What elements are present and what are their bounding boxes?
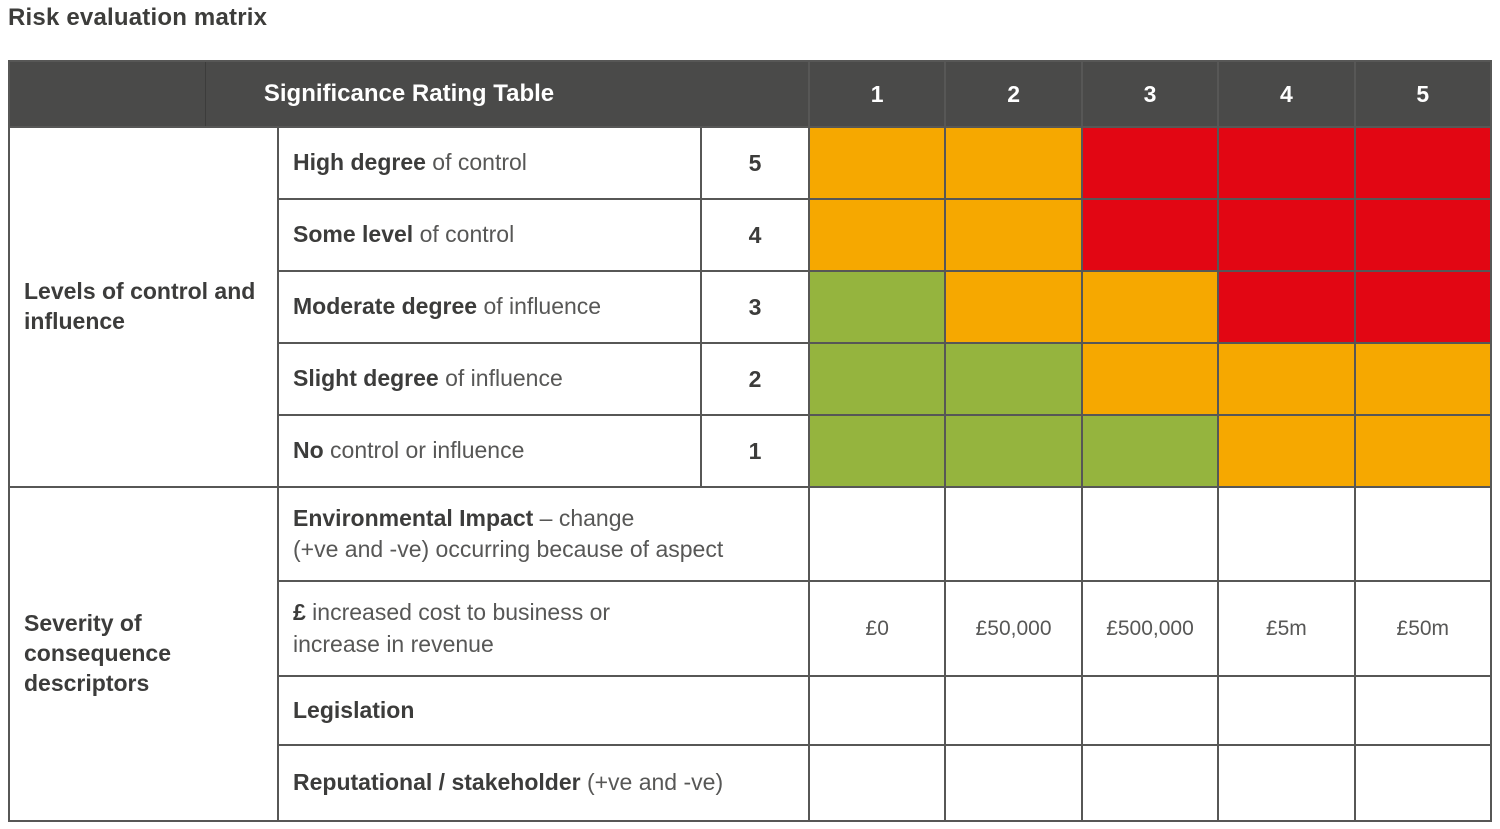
- severity-value-environmental-c3: [1082, 488, 1218, 580]
- control-row-desc-5-text: High degree of control: [293, 149, 527, 176]
- matrix-cell-r3-c5: [1355, 272, 1490, 342]
- severity-value-cost-c1: £0: [810, 582, 945, 675]
- severity-row-desc-environmental-text: Environmental Impact – change (+ve and -v…: [293, 504, 724, 562]
- page-title: Risk evaluation matrix: [8, 4, 268, 31]
- severity-row-desc-cost: £ increased cost to business or increase …: [279, 582, 808, 675]
- matrix-cell-r4-c1: [810, 200, 945, 270]
- control-row-desc-5: High degree of control: [279, 128, 700, 198]
- header-significance-rating-title: Significance Rating Table: [10, 62, 808, 126]
- header-col-2: 2: [946, 62, 1081, 126]
- severity-value-cost-c4: £5m: [1219, 582, 1354, 675]
- matrix-cell-r1-c2: [946, 416, 1081, 486]
- matrix-cell-r2-c4: [1219, 344, 1354, 414]
- matrix-cell-r2-c5: [1355, 344, 1490, 414]
- header-col-5: 5: [1355, 62, 1490, 126]
- header-seam-divider: [205, 62, 206, 126]
- matrix-cell-r1-c5: [1355, 416, 1490, 486]
- matrix-cell-r1-c1: [810, 416, 945, 486]
- control-rating-4: 4: [702, 200, 808, 270]
- severity-row-desc-environmental: Environmental Impact – change (+ve and -v…: [279, 488, 808, 580]
- severity-value-reputational-c5: [1355, 746, 1490, 820]
- control-row-desc-3-text: Moderate degree of influence: [293, 293, 602, 320]
- severity-row-desc-reputational-text: Reputational / stakeholder (+ve and -ve): [293, 769, 724, 796]
- matrix-cell-r5-c4: [1219, 128, 1354, 198]
- severity-value-environmental-c1: [810, 488, 945, 580]
- severity-value-legislation-c4: [1219, 677, 1354, 744]
- matrix-cell-r4-c3: [1082, 200, 1218, 270]
- matrix-cell-r1-c4: [1219, 416, 1354, 486]
- control-rating-1: 1: [702, 416, 808, 486]
- matrix-cell-r5-c3: [1082, 128, 1218, 198]
- severity-value-environmental-c4: [1219, 488, 1354, 580]
- control-row-desc-2-text: Slight degree of influence: [293, 365, 563, 392]
- severity-value-environmental-c5: [1355, 488, 1490, 580]
- severity-row-desc-reputational: Reputational / stakeholder (+ve and -ve): [279, 746, 808, 820]
- group-label-severity-descriptors: Severity of consequence descriptors: [10, 488, 277, 820]
- severity-value-cost-c5: £50m: [1355, 582, 1490, 675]
- matrix-cell-r2-c1: [810, 344, 945, 414]
- control-row-desc-1-text: No control or influence: [293, 437, 525, 464]
- header-title-text: Significance Rating Table: [263, 80, 555, 107]
- severity-row-desc-legislation-text: Legislation: [293, 696, 415, 723]
- control-row-desc-4: Some level of control: [279, 200, 700, 270]
- matrix-cell-r3-c2: [946, 272, 1081, 342]
- severity-value-legislation-c3: [1082, 677, 1218, 744]
- severity-value-reputational-c3: [1082, 746, 1218, 820]
- severity-row-desc-legislation: Legislation: [279, 677, 808, 744]
- matrix-cell-r5-c2: [946, 128, 1081, 198]
- matrix-cell-r1-c3: [1082, 416, 1218, 486]
- matrix-cell-r4-c4: [1219, 200, 1354, 270]
- group-label-levels-of-control: Levels of control and influence: [10, 128, 277, 486]
- matrix-cell-r4-c5: [1355, 200, 1490, 270]
- severity-value-environmental-c2: [946, 488, 1081, 580]
- matrix-cell-r2-c3: [1082, 344, 1218, 414]
- matrix-cell-r4-c2: [946, 200, 1081, 270]
- severity-value-legislation-c2: [946, 677, 1081, 744]
- control-row-desc-4-text: Some level of control: [293, 221, 515, 248]
- severity-value-legislation-c1: [810, 677, 945, 744]
- control-row-desc-3: Moderate degree of influence: [279, 272, 700, 342]
- severity-value-legislation-c5: [1355, 677, 1490, 744]
- severity-row-desc-cost-text: £ increased cost to business or increase …: [293, 599, 611, 657]
- control-row-desc-2: Slight degree of influence: [279, 344, 700, 414]
- matrix-cell-r2-c2: [946, 344, 1081, 414]
- severity-value-cost-c2: £50,000: [946, 582, 1081, 675]
- header-col-1: 1: [810, 62, 945, 126]
- matrix-cell-r3-c1: [810, 272, 945, 342]
- control-rating-5: 5: [702, 128, 808, 198]
- severity-value-reputational-c4: [1219, 746, 1354, 820]
- matrix-cell-r3-c4: [1219, 272, 1354, 342]
- severity-value-reputational-c1: [810, 746, 945, 820]
- header-col-4: 4: [1219, 62, 1354, 126]
- control-rating-2: 2: [702, 344, 808, 414]
- control-rating-3: 3: [702, 272, 808, 342]
- severity-value-cost-c3: £500,000: [1082, 582, 1218, 675]
- matrix-cell-r5-c5: [1355, 128, 1490, 198]
- matrix-cell-r5-c1: [810, 128, 945, 198]
- header-col-3: 3: [1082, 62, 1218, 126]
- risk-evaluation-matrix-table: Significance Rating Table 1 2 3 4 5 Leve…: [8, 60, 1492, 822]
- control-row-desc-1: No control or influence: [279, 416, 700, 486]
- severity-value-reputational-c2: [946, 746, 1081, 820]
- matrix-cell-r3-c3: [1082, 272, 1218, 342]
